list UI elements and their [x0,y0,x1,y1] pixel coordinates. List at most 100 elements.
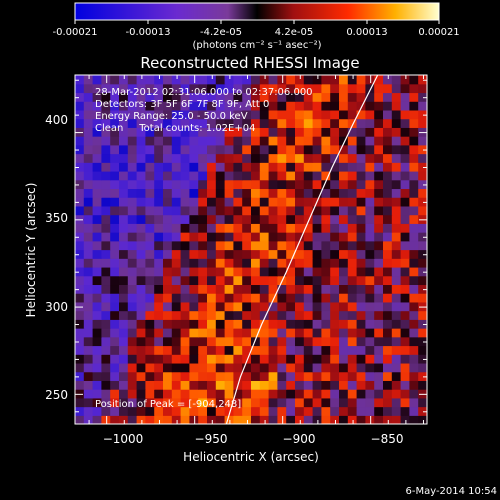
heatmap-cell [127,240,138,251]
heatmap-cell [198,345,208,355]
heatmap-cell [268,415,278,424]
heatmap-cell [347,380,358,390]
heatmap-cell [286,301,296,312]
heatmap-cell [330,397,340,408]
heatmap-cell [400,75,410,85]
heatmap-cell [383,153,393,163]
heatmap-cell [136,109,146,120]
heatmap-cell [356,354,366,364]
heatmap-cell [163,83,173,94]
heatmap-cell [312,293,322,303]
heatmap-cell [251,232,261,242]
heatmap-cell [242,362,252,373]
heatmap-cell [383,293,393,303]
heatmap-cell [127,179,138,190]
heatmap-cell [391,179,402,190]
heatmap-cell [400,205,410,216]
heatmap-cell [207,266,217,277]
heatmap-cell [180,328,190,338]
heatmap-cell [268,205,278,216]
heatmap-cell [92,144,102,155]
heatmap-cell [233,415,243,424]
heatmap-cell [171,397,182,408]
heatmap-cell [101,162,111,172]
heatmap-cell [145,188,155,198]
heatmap-cell [268,136,278,146]
heatmap-cell [110,249,120,259]
heatmap-cell [224,275,234,286]
heatmap-cell [127,380,138,390]
heatmap-cell [365,205,375,216]
heatmap-cell [224,232,234,242]
heatmap-cell [233,92,243,102]
heatmap-cell [242,144,252,155]
heatmap-cell [356,83,366,94]
heatmap-cell [119,336,129,347]
heatmap-cell [75,144,85,155]
heatmap-cell [189,266,199,277]
heatmap-cell [330,371,340,381]
heatmap-cell [286,328,296,338]
heatmap-cell [189,144,199,155]
heatmap-cell [154,284,164,294]
heatmap-cell [127,153,138,163]
heatmap-cell [163,415,173,424]
heatmap-cell [101,328,111,338]
heatmap-cell [383,319,393,329]
heatmap-cell [365,75,375,85]
heatmap-cell [75,118,85,128]
heatmap-cell [347,214,358,224]
heatmap-cell [224,223,234,233]
heatmap-cell [180,301,190,312]
heatmap-cell [409,179,419,190]
heatmap-cell [251,389,261,399]
heatmap-cell [277,75,287,85]
heatmap-cell [110,319,120,329]
heatmap-cell [365,109,375,120]
heatmap-cell [374,179,384,190]
heatmap-cell [391,144,402,155]
heatmap-cell [295,319,305,329]
heatmap-cell [233,397,243,408]
heatmap-cell [154,336,164,347]
heatmap-cell [339,345,349,355]
heatmap-cell [110,232,120,242]
heatmap-cell [207,362,217,373]
heatmap-cell [321,258,331,268]
heatmap-cell [171,179,182,190]
heatmap-cell [330,380,340,390]
heatmap-cell [251,240,261,251]
heatmap-cell [321,345,331,355]
heatmap-cell [171,153,182,163]
heatmap-cell [277,328,287,338]
heatmap-cell [277,153,287,163]
heatmap-cell [356,179,366,190]
heatmap-cell [339,275,349,286]
heatmap-cell [347,310,358,320]
annotation-detectors: Detectors: 3F 5F 6F 7F 8F 9F, Att 0 [95,99,269,110]
heatmap-cell [365,101,375,111]
heatmap-cell [198,301,208,312]
heatmap-cell [101,127,111,137]
heatmap-cell [180,380,190,390]
heatmap-cell [277,101,287,111]
heatmap-cell [259,266,270,277]
heatmap-cell [233,109,243,120]
heatmap-cell [136,136,146,146]
heatmap-cell [303,301,314,312]
heatmap-cell [242,336,252,347]
heatmap-cell [418,232,427,242]
heatmap-cell [83,415,94,424]
heatmap-cell [163,179,173,190]
heatmap-cell [400,83,410,94]
heatmap-cell [242,83,252,94]
heatmap-cell [207,275,217,286]
heatmap-cell [242,301,252,312]
heatmap-cell [207,144,217,155]
heatmap-cell [163,328,173,338]
heatmap-cell [356,275,366,286]
heatmap-cell [312,75,322,85]
heatmap-cell [418,406,427,416]
heatmap-cell [215,83,226,94]
heatmap-cell [321,153,331,163]
